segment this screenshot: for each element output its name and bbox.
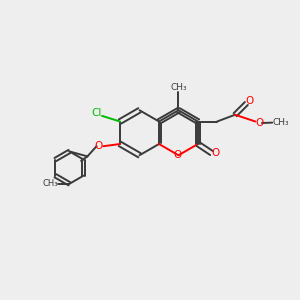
Text: Cl: Cl (92, 108, 102, 118)
Text: O: O (174, 150, 182, 160)
Text: CH₃: CH₃ (272, 118, 289, 127)
Text: O: O (255, 118, 264, 128)
Text: O: O (212, 148, 220, 158)
Text: CH₃: CH₃ (170, 82, 187, 91)
Text: O: O (94, 141, 103, 151)
Text: CH₃: CH₃ (43, 179, 58, 188)
Text: O: O (246, 95, 254, 106)
